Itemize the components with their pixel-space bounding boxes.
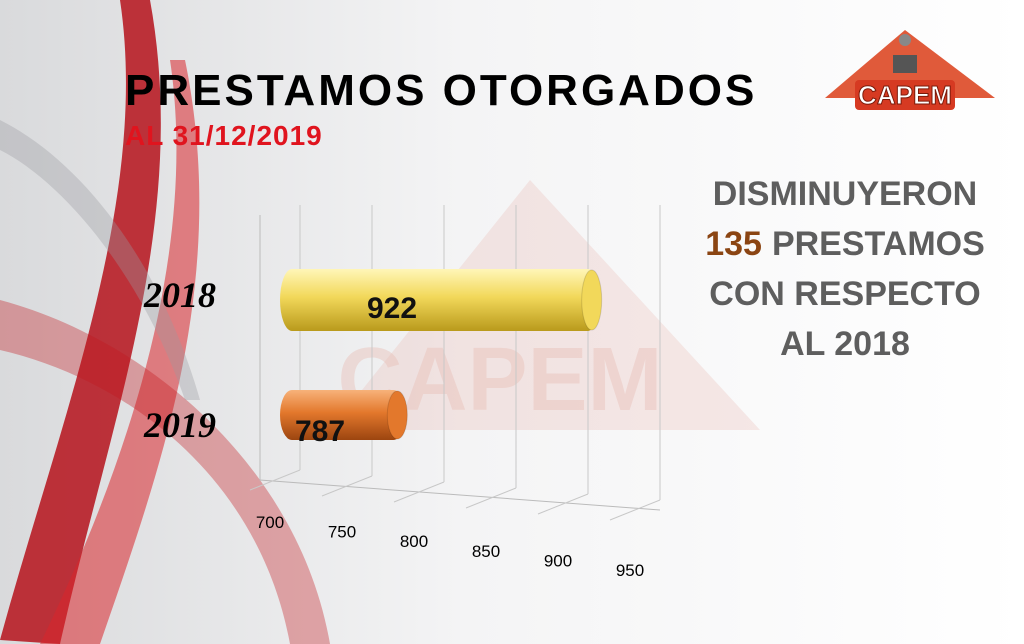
- grid-floor: [465, 487, 517, 509]
- axis-frame: [259, 215, 661, 511]
- plot: 700 750 800 850 900 950 2018 922 2019 787: [143, 205, 661, 580]
- x-tick-label: 700: [256, 513, 284, 532]
- annotation-line: DISMINUYERON: [713, 175, 977, 213]
- annotation: DISMINUYERON 135 PRESTAMOS CON RESPECTO A…: [705, 175, 985, 363]
- bar-end: [386, 390, 408, 440]
- logo-text: CAPEM: [858, 80, 952, 110]
- x-tick-label: 800: [400, 532, 428, 551]
- x-tick-label: 850: [472, 542, 500, 561]
- bar-end: [581, 269, 603, 331]
- annotation-line: 135 PRESTAMOS: [705, 225, 985, 263]
- decor-swoosh: [40, 60, 200, 644]
- decor-swoosh: [0, 0, 161, 644]
- decor-swoosh: [0, 300, 330, 644]
- grid-floor: [609, 499, 661, 521]
- y-tick-label: 2019: [143, 405, 216, 445]
- x-tick-label: 900: [544, 551, 572, 570]
- bar: [280, 269, 600, 331]
- logo-block: [893, 55, 917, 73]
- chart-subtitle: AL 31/12/2019: [125, 120, 323, 151]
- grid-floor: [537, 493, 589, 515]
- logo-ball: [899, 34, 911, 46]
- x-tick-label: 750: [328, 523, 356, 542]
- value-label: 922: [367, 292, 417, 325]
- logo-plate: [855, 80, 955, 110]
- grid-floor: [249, 469, 301, 491]
- grid-floor: [321, 475, 373, 497]
- chart-title: PRESTAMOS OTORGADOS: [125, 66, 757, 115]
- value-label: 787: [295, 415, 345, 448]
- annotation-line: AL 2018: [780, 325, 910, 363]
- annotation-line: CON RESPECTO: [709, 275, 980, 313]
- annotation-text: PRESTAMOS: [772, 225, 985, 263]
- x-tick-label: 950: [616, 561, 644, 580]
- grid-floor: [393, 481, 445, 503]
- y-tick-label: 2018: [143, 275, 216, 315]
- decor-swoosh: [0, 120, 200, 400]
- bar: [280, 390, 406, 440]
- annotation-highlight: 135: [705, 225, 762, 263]
